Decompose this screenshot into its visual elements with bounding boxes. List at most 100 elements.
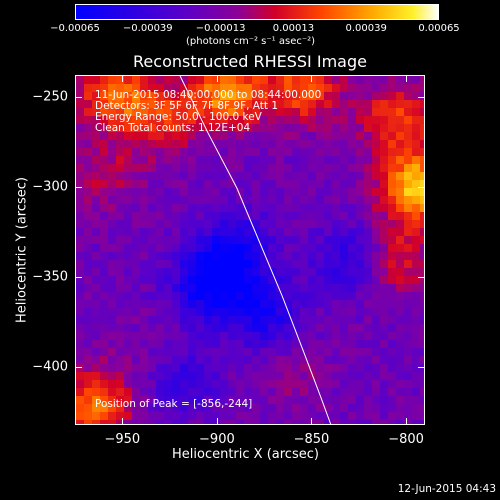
heatmap-cell (380, 388, 389, 397)
heatmap-cell (412, 396, 421, 405)
heatmap-cell (84, 276, 93, 285)
heatmap-cell (332, 228, 341, 237)
heatmap-cell (404, 316, 413, 325)
heatmap-cell (92, 340, 101, 349)
heatmap-cell (172, 388, 181, 397)
heatmap-cell (348, 84, 357, 93)
heatmap-cell (244, 308, 253, 317)
heatmap-cell (300, 236, 309, 245)
heatmap-cell (196, 204, 205, 213)
heatmap-cell (380, 348, 389, 357)
heatmap-cell (116, 92, 125, 101)
heatmap-cell (268, 124, 277, 133)
heatmap-cell (212, 148, 221, 157)
heatmap-cell (404, 420, 413, 424)
heatmap-cell (220, 348, 229, 357)
heatmap-cell (340, 124, 349, 133)
heatmap-cell (316, 260, 325, 269)
heatmap-cell (228, 380, 237, 389)
heatmap-cell (188, 116, 197, 125)
heatmap-cell (348, 420, 357, 424)
heatmap-cell (84, 108, 93, 117)
heatmap-cell (268, 108, 277, 117)
heatmap-cell (396, 76, 405, 85)
heatmap-cell (380, 164, 389, 173)
heatmap-cell (404, 116, 413, 125)
heatmap-cell (148, 204, 157, 213)
heatmap-cell (108, 404, 117, 413)
heatmap-cell (148, 324, 157, 333)
heatmap-cell (188, 356, 197, 365)
heatmap-cell (324, 388, 333, 397)
heatmap-cell (116, 204, 125, 213)
heatmap-cell (108, 372, 117, 381)
heatmap-cell (388, 420, 397, 424)
heatmap-cell (396, 372, 405, 381)
heatmap-cell (204, 148, 213, 157)
heatmap-cell (84, 260, 93, 269)
heatmap-cell (276, 244, 285, 253)
heatmap-cell (396, 108, 405, 117)
heatmap-cell (412, 76, 421, 85)
heatmap-cell (244, 244, 253, 253)
heatmap-cell (332, 396, 341, 405)
heatmap-cell (380, 260, 389, 269)
heatmap-cell (76, 340, 85, 349)
info-line-3: Energy Range: 50.0 - 100.0 keV (95, 111, 262, 123)
heatmap-cell (236, 212, 245, 221)
heatmap-cell (372, 324, 381, 333)
heatmap-cell (356, 196, 365, 205)
heatmap-cell (140, 276, 149, 285)
heatmap-cell (220, 180, 229, 189)
heatmap-cell (252, 340, 261, 349)
heatmap-cell (308, 388, 317, 397)
heatmap-cell (228, 252, 237, 261)
heatmap-cell (132, 332, 141, 341)
heatmap-cell (412, 148, 421, 157)
heatmap-cell (244, 356, 253, 365)
heatmap-cell (292, 92, 301, 101)
heatmap-cell (404, 252, 413, 261)
heatmap-cell (108, 308, 117, 317)
heatmap-cell (140, 396, 149, 405)
heatmap-cell (228, 412, 237, 421)
heatmap-cell (404, 244, 413, 253)
heatmap-cell (244, 332, 253, 341)
heatmap-cell (148, 340, 157, 349)
heatmap-cell (220, 356, 229, 365)
heatmap-cell (236, 260, 245, 269)
heatmap-cell (108, 364, 117, 373)
heatmap-cell (276, 180, 285, 189)
heatmap-cell (284, 92, 293, 101)
heatmap-cell (196, 148, 205, 157)
heatmap-cell (172, 260, 181, 269)
heatmap-cell (236, 332, 245, 341)
heatmap-cell (372, 236, 381, 245)
heatmap-cell (292, 76, 301, 85)
heatmap-cell (348, 76, 357, 85)
heatmap-cell (212, 404, 221, 413)
heatmap-cell (204, 164, 213, 173)
heatmap-cell (276, 372, 285, 381)
heatmap-cell (356, 364, 365, 373)
heatmap-cell (76, 172, 85, 181)
heatmap-cell (300, 92, 309, 101)
heatmap-cell (164, 380, 173, 389)
heatmap-cell (212, 276, 221, 285)
heatmap-cell (388, 356, 397, 365)
heatmap-cell (316, 388, 325, 397)
heatmap-cell (108, 172, 117, 181)
heatmap-cell (124, 308, 133, 317)
heatmap-cell (340, 188, 349, 197)
heatmap-cell (412, 412, 421, 421)
heatmap-cell (260, 164, 269, 173)
heatmap-cell (388, 124, 397, 133)
heatmap-cell (204, 180, 213, 189)
heatmap-cell (212, 268, 221, 277)
heatmap-cell (212, 396, 221, 405)
heatmap-cell (156, 236, 165, 245)
heatmap-cell (252, 212, 261, 221)
heatmap-cell (396, 188, 405, 197)
heatmap-cell (132, 124, 141, 133)
heatmap-cell (84, 300, 93, 309)
